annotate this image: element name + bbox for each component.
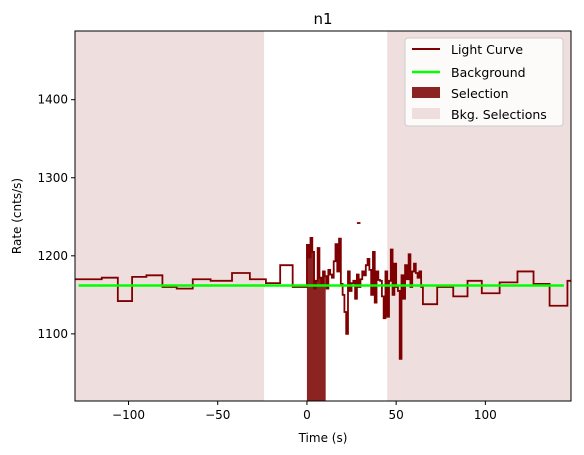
legend-label-selection: Selection bbox=[451, 86, 509, 101]
bkg-selection-region-0 bbox=[75, 31, 265, 401]
x-tick-label: −50 bbox=[205, 408, 230, 422]
light-curve-line bbox=[75, 236, 571, 360]
legend-swatch-bkg-selections bbox=[412, 108, 440, 119]
y-tick-label: 1300 bbox=[37, 171, 68, 185]
plot-frame bbox=[74, 30, 572, 402]
x-axis-ticks: −100 −50 0 50 100 bbox=[112, 401, 497, 422]
legend-label-bkg-selections: Bkg. Selections bbox=[451, 107, 547, 122]
x-tick-label: −100 bbox=[112, 408, 145, 422]
legend-label-light-curve: Light Curve bbox=[451, 42, 523, 57]
y-tick-label: 1400 bbox=[37, 93, 68, 107]
legend-box bbox=[404, 37, 564, 127]
y-tick-label: 1200 bbox=[37, 249, 68, 263]
legend-label-background: Background bbox=[451, 65, 526, 80]
chart-title: n1 bbox=[313, 10, 332, 28]
x-tick-label: 100 bbox=[474, 408, 497, 422]
legend-swatch-selection bbox=[412, 87, 440, 98]
x-tick-label: 50 bbox=[389, 408, 404, 422]
y-axis-label: Rate (cnts/s) bbox=[10, 178, 24, 254]
light-curve-layer bbox=[75, 222, 571, 360]
y-axis-ticks: 1100 1200 1300 1400 bbox=[37, 93, 75, 341]
x-axis-label: Time (s) bbox=[298, 431, 348, 445]
legend: Light Curve Background Selection Bkg. Se… bbox=[404, 37, 564, 127]
y-tick-label: 1100 bbox=[37, 327, 68, 341]
x-tick-label: 0 bbox=[303, 408, 311, 422]
